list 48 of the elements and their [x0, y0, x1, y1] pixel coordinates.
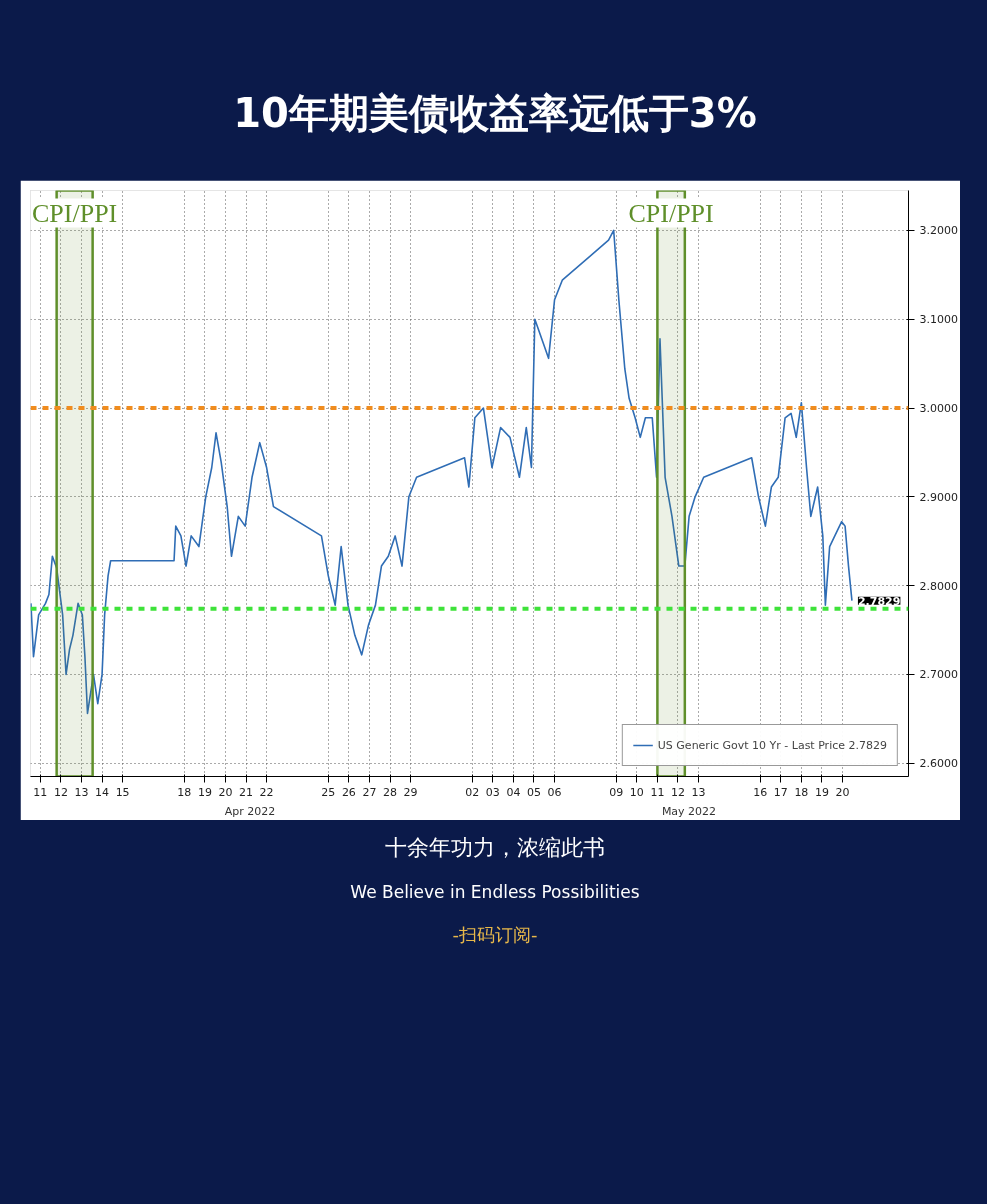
- x-tick-label: 11: [33, 785, 48, 799]
- x-tick-label: 14: [95, 785, 110, 799]
- x-tick-label: 22: [259, 785, 274, 799]
- y-tick-label: 2.8000: [919, 579, 958, 593]
- x-tick-label: 05: [526, 785, 541, 799]
- band-label: CPI/PPI: [628, 198, 714, 228]
- annotation: 2.7829: [857, 594, 901, 608]
- text: May 2022: [661, 804, 717, 818]
- x-tick-label: 20: [835, 785, 850, 799]
- x-tick-label: 03: [485, 785, 500, 799]
- y-tick-label: 3.1000: [919, 313, 958, 327]
- text: We Believe in Endless Possibilities: [350, 881, 640, 905]
- x-tick-label: 12: [53, 785, 68, 799]
- x-tick-label: 04: [506, 785, 521, 799]
- y-tick-label: 2.6000: [919, 757, 958, 771]
- x-tick-label: 15: [115, 785, 130, 799]
- x-tick-label: 09: [609, 785, 624, 799]
- text: -扫码订阅-: [452, 922, 538, 947]
- legend-label: US Generic Govt 10 Yr - Last Price 2.7829: [657, 738, 887, 752]
- x-tick-label: 25: [321, 785, 336, 799]
- x-tick-label: 28: [383, 785, 398, 799]
- x-tick-label: 11: [650, 785, 665, 799]
- y-tick-label: 3.0000: [919, 402, 958, 416]
- y-tick-label: 3.2000: [919, 224, 958, 238]
- x-tick-label: 26: [341, 785, 356, 799]
- line-series: [30, 229, 853, 715]
- text: Apr 2022: [224, 804, 276, 818]
- text: 十余年功力，浓缩此书: [385, 834, 605, 862]
- x-tick-label: 19: [814, 785, 829, 799]
- x-tick-label: 19: [197, 785, 212, 799]
- y-tick-label: 2.9000: [919, 490, 958, 504]
- x-tick-label: 18: [794, 785, 809, 799]
- x-tick-label: 13: [691, 785, 706, 799]
- x-tick-label: 02: [465, 785, 480, 799]
- x-tick-label: 06: [547, 785, 562, 799]
- x-tick-label: 18: [177, 785, 192, 799]
- chart-title: 10年期美债收益率远低于3%: [233, 89, 757, 138]
- x-tick-label: 21: [239, 785, 254, 799]
- x-tick-label: 13: [74, 785, 89, 799]
- x-tick-label: 20: [218, 785, 233, 799]
- x-tick-label: 10: [629, 785, 644, 799]
- band-label: CPI/PPI: [32, 198, 118, 228]
- x-tick-label: 16: [753, 785, 768, 799]
- x-tick-label: 12: [670, 785, 685, 799]
- x-tick-label: 29: [403, 785, 418, 799]
- x-tick-label: 17: [773, 785, 788, 799]
- y-tick-label: 2.7000: [919, 668, 958, 682]
- x-tick-label: 27: [362, 785, 377, 799]
